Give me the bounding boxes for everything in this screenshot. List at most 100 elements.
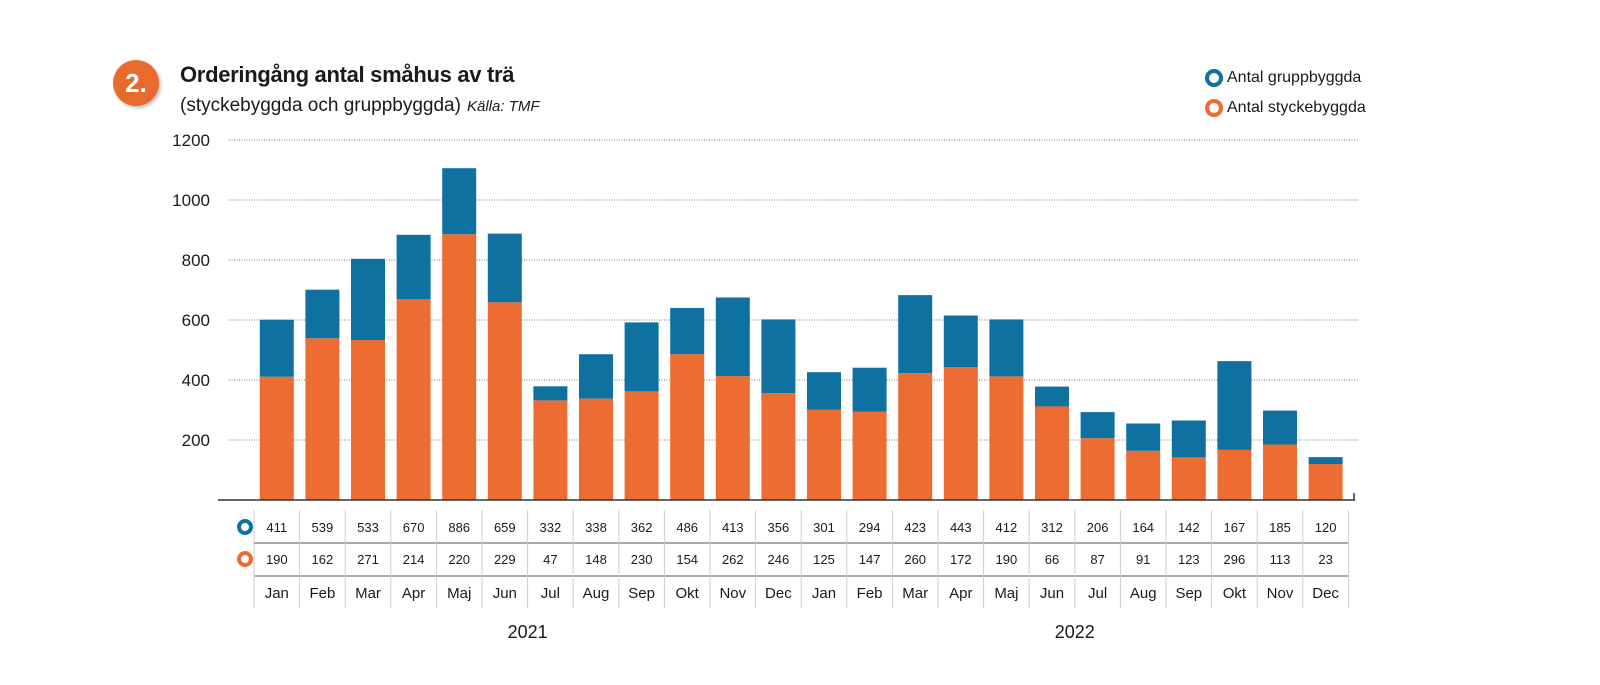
bar-stycke: [351, 340, 385, 500]
bar-grupp: [487, 233, 522, 303]
legend-stycke-label: Antal styckebyggda: [1227, 99, 1366, 116]
table-value-stycke: 670: [403, 520, 425, 535]
table-value-grupp: 220: [448, 552, 470, 567]
bar-stycke: [624, 391, 659, 500]
table-value-grupp: 47: [543, 552, 557, 567]
x-tick-label: Jul: [1088, 585, 1107, 602]
legend-grupp-marker-icon: [1205, 69, 1223, 87]
table-value-grupp: 190: [996, 552, 1018, 567]
bar-stycke: [579, 398, 613, 500]
bar-stycke: [943, 367, 978, 500]
table-value-grupp: 172: [950, 552, 972, 567]
table-value-stycke: 142: [1178, 520, 1200, 535]
bar-grupp: [1217, 361, 1252, 450]
chart-number-badge: 2.: [113, 60, 159, 106]
table-value-stycke: 886: [448, 520, 470, 535]
table-value-grupp: 229: [494, 552, 516, 567]
bar-stycke: [670, 354, 705, 500]
bar-stycke: [852, 411, 887, 500]
subtitle-text: (styckebyggda och gruppbyggda): [180, 95, 461, 116]
x-tick-label: Dec: [765, 585, 792, 602]
source-label: Källa: TMF: [466, 98, 540, 115]
table-value-stycke: 539: [312, 520, 334, 535]
x-tick-label: Okt: [676, 585, 700, 602]
x-tick-label: Jan: [265, 585, 289, 602]
x-tick-label: Mar: [355, 585, 381, 602]
table-value-grupp: 271: [357, 552, 379, 567]
table-value-grupp: 91: [1136, 552, 1150, 567]
table-value-stycke: 167: [1224, 520, 1246, 535]
table-value-grupp: 148: [585, 552, 607, 567]
year-label: 2022: [1055, 622, 1095, 642]
bar-stycke: [1126, 450, 1161, 500]
bar-grupp: [259, 319, 294, 377]
bar-grupp: [396, 234, 431, 299]
x-tick-label: Okt: [1223, 585, 1247, 602]
x-tick-label: Aug: [1130, 585, 1157, 602]
x-tick-label: Dec: [1312, 585, 1339, 602]
bar-stycke: [396, 299, 431, 500]
table-row-marker-icon: [237, 551, 253, 567]
table-value-stycke: 659: [494, 520, 516, 535]
bar-stycke: [1308, 464, 1343, 500]
legend-item-stycke: Antal styckebyggda: [1205, 93, 1366, 123]
y-tick-label: 1200: [172, 131, 210, 150]
table-value-grupp: 23: [1318, 552, 1332, 567]
table-value-stycke: 294: [859, 520, 881, 535]
bar-grupp: [579, 354, 613, 399]
bar-grupp: [1263, 410, 1297, 445]
table-value-grupp: 66: [1045, 552, 1059, 567]
table-value-grupp: 214: [403, 552, 425, 567]
bar-grupp: [1308, 457, 1343, 464]
bar-grupp: [624, 322, 659, 392]
table-value-grupp: 123: [1178, 552, 1200, 567]
table-value-grupp: 230: [631, 552, 653, 567]
table-value-stycke: 423: [904, 520, 926, 535]
x-tick-label: Apr: [949, 585, 972, 602]
bar-grupp: [351, 258, 385, 341]
table-value-stycke: 533: [357, 520, 379, 535]
table-value-stycke: 413: [722, 520, 744, 535]
table-value-stycke: 412: [996, 520, 1018, 535]
table-value-stycke: 411: [266, 520, 287, 535]
x-tick-label: Mar: [902, 585, 928, 602]
table-value-grupp: 246: [768, 552, 790, 567]
table-value-grupp: 262: [722, 552, 744, 567]
table-value-stycke: 301: [813, 520, 835, 535]
y-tick-label: 200: [182, 431, 210, 450]
x-tick-label: Jul: [541, 585, 560, 602]
x-tick-label: Feb: [309, 585, 335, 602]
x-tick-label: Nov: [1267, 585, 1294, 602]
bar-grupp: [943, 315, 978, 368]
table-value-grupp: 147: [859, 552, 881, 567]
y-tick-label: 800: [182, 251, 210, 270]
y-tick-label: 1000: [172, 191, 210, 210]
table-value-grupp: 162: [312, 552, 334, 567]
table-value-stycke: 362: [631, 520, 653, 535]
bar-stycke: [259, 376, 294, 500]
x-tick-label: Jun: [493, 585, 517, 602]
x-tick-label: Sep: [1175, 585, 1202, 602]
bar-stycke: [442, 234, 477, 500]
table-value-stycke: 185: [1269, 520, 1291, 535]
bar-grupp: [533, 386, 568, 401]
bar-grupp: [305, 289, 340, 339]
table-value-stycke: 443: [950, 520, 972, 535]
legend-grupp-label: Antal gruppbyggda: [1227, 69, 1362, 86]
x-tick-label: Nov: [719, 585, 746, 602]
x-tick-label: Maj: [994, 585, 1018, 602]
x-tick-label: Apr: [402, 585, 425, 602]
bar-stycke: [1035, 406, 1069, 500]
legend-item-grupp: Antal gruppbyggda: [1205, 63, 1366, 93]
bar-grupp: [807, 372, 841, 410]
x-tick-label: Sep: [628, 585, 655, 602]
x-tick-label: Maj: [447, 585, 471, 602]
bar-stycke: [1171, 457, 1206, 500]
table-value-grupp: 87: [1090, 552, 1104, 567]
bar-stycke: [715, 376, 750, 500]
table-value-grupp: 296: [1224, 552, 1246, 567]
x-tick-label: Feb: [857, 585, 883, 602]
year-label: 2021: [508, 622, 548, 642]
table-value-stycke: 120: [1315, 520, 1337, 535]
chart-subtitle: (styckebyggda och gruppbyggda) Källa: TMF: [180, 95, 539, 117]
